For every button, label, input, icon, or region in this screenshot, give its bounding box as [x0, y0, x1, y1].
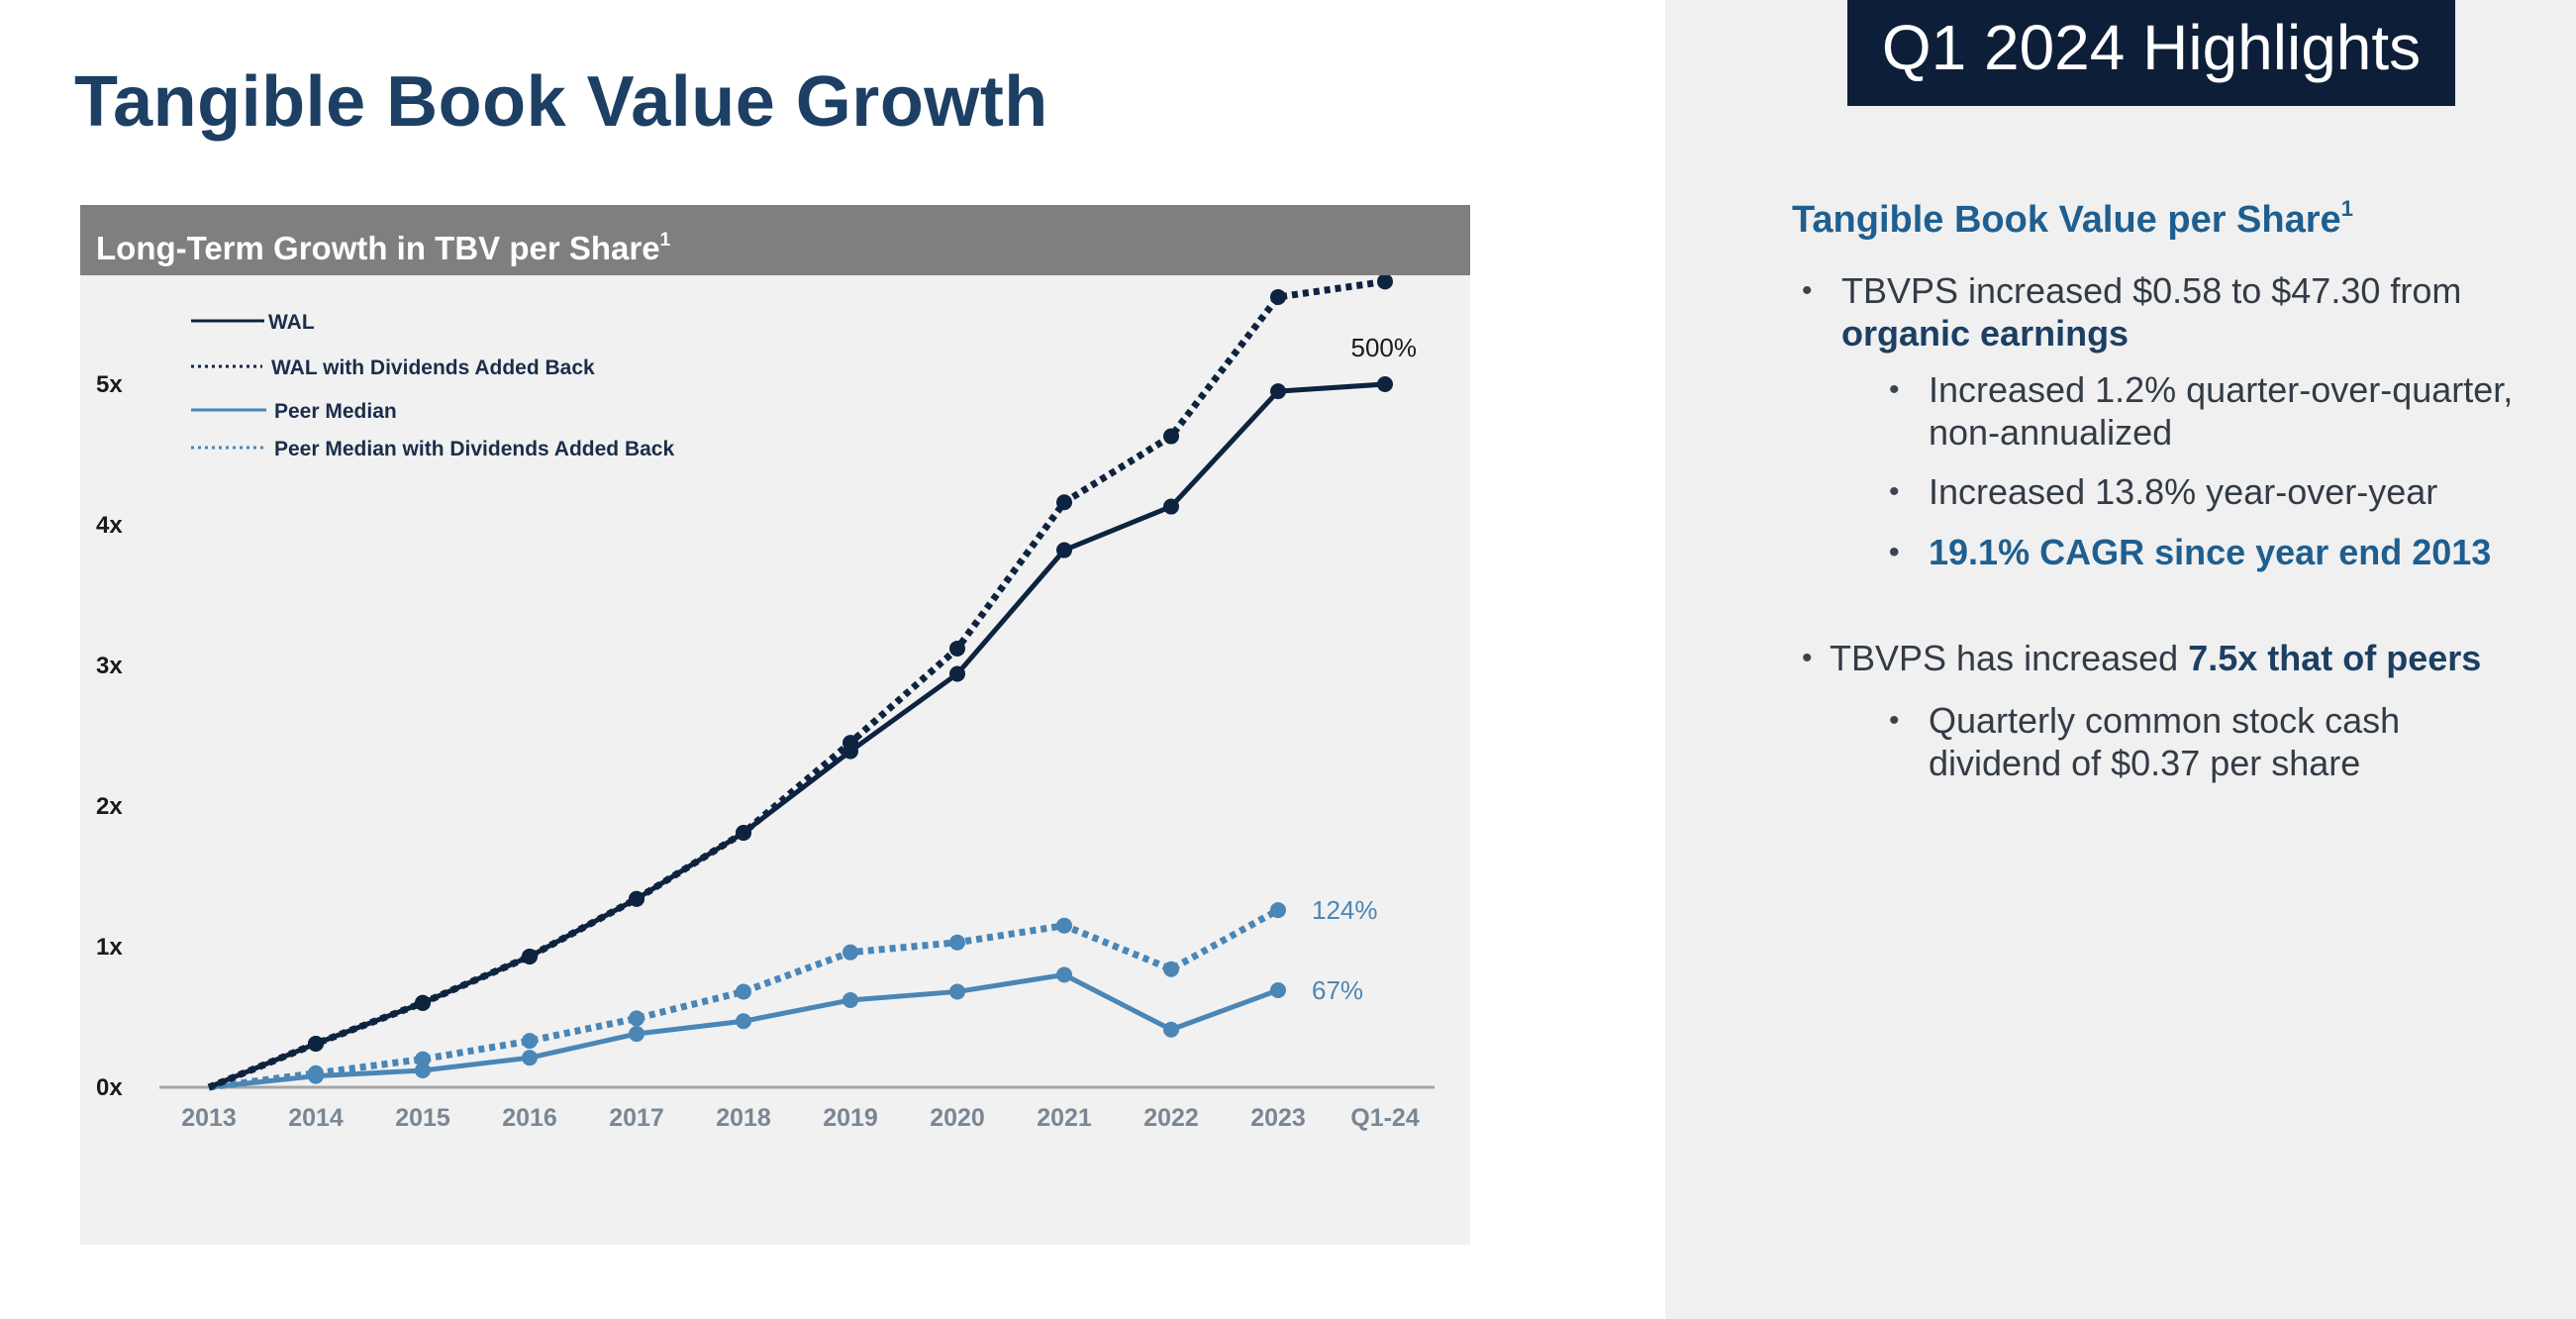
data-point-0	[415, 994, 431, 1011]
x-tick-label: 2016	[502, 1104, 557, 1132]
data-point-3	[415, 1051, 431, 1067]
x-tick-label: Q1-24	[1350, 1104, 1420, 1132]
bullet-bold-text: 7.5x that of peers	[2188, 638, 2482, 678]
data-point-3	[736, 983, 751, 1000]
data-point-0	[1377, 376, 1393, 392]
y-tick-label: 5x	[96, 371, 123, 398]
chart-title: Long-Term Growth in TBV per Share	[96, 230, 660, 266]
sub-bullet-dividend: • Quarterly common stock cash dividend o…	[1889, 699, 2401, 784]
bullet-marker: •	[1889, 475, 1900, 508]
legend-label-0: WAL	[268, 311, 315, 334]
x-tick-label: 2019	[823, 1104, 878, 1132]
data-point-0	[949, 665, 965, 682]
x-tick-label: 2014	[288, 1104, 344, 1132]
data-point-2	[415, 1062, 431, 1078]
data-point-0	[308, 1035, 324, 1052]
page-title: Tangible Book Value Growth	[74, 62, 1048, 142]
data-point-2	[522, 1050, 538, 1066]
end-value-label-0: 500%	[1351, 333, 1418, 362]
bullet-marker: •	[1889, 373, 1900, 406]
bullet-marker: •	[1889, 536, 1900, 568]
x-tick-label: 2022	[1143, 1104, 1199, 1132]
y-tick-label: 3x	[96, 653, 123, 679]
chart-card: Long-Term Growth in TBV per Share1 0x 1x 2…	[80, 205, 1470, 1245]
data-point-3	[949, 934, 965, 951]
section-title-text: Tangible Book Value per Share	[1792, 199, 2341, 241]
data-point-2	[949, 983, 965, 1000]
bullet-text-line1: Increased 1.2% quarter-over-quarter,	[1929, 369, 2514, 410]
y-tick-label: 4x	[96, 512, 123, 539]
data-point-2	[1056, 966, 1072, 983]
bullet-text: 19.1% CAGR since year end 2013	[1929, 532, 2492, 572]
data-point-1	[1056, 494, 1072, 511]
x-tick-label: 2023	[1250, 1104, 1306, 1132]
data-point-3	[308, 1065, 324, 1081]
data-point-2	[1163, 1021, 1179, 1038]
data-point-2	[842, 991, 858, 1008]
end-value-label-3: 124%	[1312, 895, 1378, 925]
data-point-3	[522, 1033, 538, 1050]
data-point-1	[949, 640, 965, 657]
bullet-text-line2: non-annualized	[1929, 412, 2173, 453]
bullet-text: Increased 13.8% year-over-year	[1929, 471, 2438, 512]
tbv-line-chart: 0x1x2x3x4x5x6x20132014201520162017201820…	[96, 275, 1435, 1132]
x-tick-label: 2017	[609, 1104, 664, 1132]
bullet-text: TBVPS increased $0.58 to $47.30 from	[1841, 270, 2462, 311]
chart-title-footnote: 1	[659, 230, 671, 251]
bullet-text: TBVPS has increased	[1830, 638, 2189, 678]
data-point-0	[842, 743, 858, 760]
sub-bullet-cagr: • 19.1% CAGR since year end 2013	[1889, 531, 2492, 573]
data-point-3	[1163, 961, 1179, 977]
bullet-text-line2: dividend of $0.37 per share	[1929, 743, 2361, 783]
data-point-0	[629, 890, 644, 907]
x-tick-label: 2018	[716, 1104, 771, 1132]
series-line-3	[208, 907, 1280, 1091]
data-point-2	[1270, 982, 1286, 999]
data-point-1	[1270, 288, 1286, 305]
data-point-3	[1056, 917, 1072, 934]
data-point-1	[1377, 275, 1393, 290]
x-tick-label: 2013	[181, 1104, 237, 1132]
data-point-2	[629, 1026, 644, 1043]
x-tick-label: 2015	[395, 1104, 450, 1132]
x-tick-label: 2021	[1037, 1104, 1092, 1132]
highlights-panel	[1665, 0, 2576, 1319]
section-title-footnote: 1	[2340, 196, 2353, 221]
data-point-0	[522, 948, 538, 964]
bullet-tbvps-increase: • TBVPS increased $0.58 to $47.30 from o…	[1802, 269, 2462, 355]
sub-bullet-qoq: • Increased 1.2% quarter-over-quarter, n…	[1889, 368, 2514, 454]
data-point-3	[629, 1010, 644, 1027]
y-tick-label: 1x	[96, 934, 123, 961]
sub-bullet-yoy: • Increased 13.8% year-over-year	[1889, 470, 2438, 513]
data-point-0	[1056, 542, 1072, 558]
highlights-banner: Q1 2024 Highlights	[1847, 0, 2455, 106]
bullet-vs-peers: • TBVPS has increased 7.5x that of peers	[1802, 637, 2482, 679]
data-point-2	[736, 1013, 751, 1030]
y-tick-label: 0x	[96, 1074, 123, 1101]
legend-label-1: WAL with Dividends Added Back	[271, 356, 595, 379]
y-tick-label: 2x	[96, 793, 123, 820]
legend-label-3: Peer Median with Dividends Added Back	[274, 438, 674, 460]
bullet-marker: •	[1802, 274, 1813, 307]
legend-label-2: Peer Median	[274, 400, 397, 423]
bullet-marker: •	[1889, 704, 1900, 737]
data-point-1	[1163, 428, 1179, 445]
bullet-marker: •	[1802, 642, 1813, 674]
chart-header: Long-Term Growth in TBV per Share1	[80, 205, 1470, 275]
section-title: Tangible Book Value per Share1	[1792, 196, 2353, 242]
x-tick-label: 2020	[930, 1104, 985, 1132]
data-point-0	[736, 824, 751, 841]
data-point-3	[842, 944, 858, 961]
end-value-label-2: 67%	[1312, 975, 1363, 1005]
data-point-0	[1270, 383, 1286, 400]
data-point-0	[1163, 498, 1179, 515]
series-line-0	[208, 381, 1386, 1090]
bullet-bold-text: organic earnings	[1841, 313, 2130, 354]
data-point-3	[1270, 902, 1286, 919]
bullet-text-line1: Quarterly common stock cash	[1929, 700, 2401, 741]
